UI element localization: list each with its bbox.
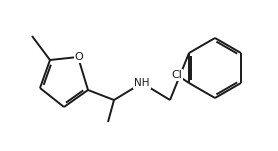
Text: NH: NH (134, 78, 150, 88)
Text: O: O (75, 52, 83, 62)
Text: Cl: Cl (172, 70, 182, 80)
